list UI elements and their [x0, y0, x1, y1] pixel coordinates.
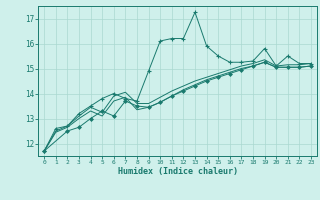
X-axis label: Humidex (Indice chaleur): Humidex (Indice chaleur) — [118, 167, 238, 176]
